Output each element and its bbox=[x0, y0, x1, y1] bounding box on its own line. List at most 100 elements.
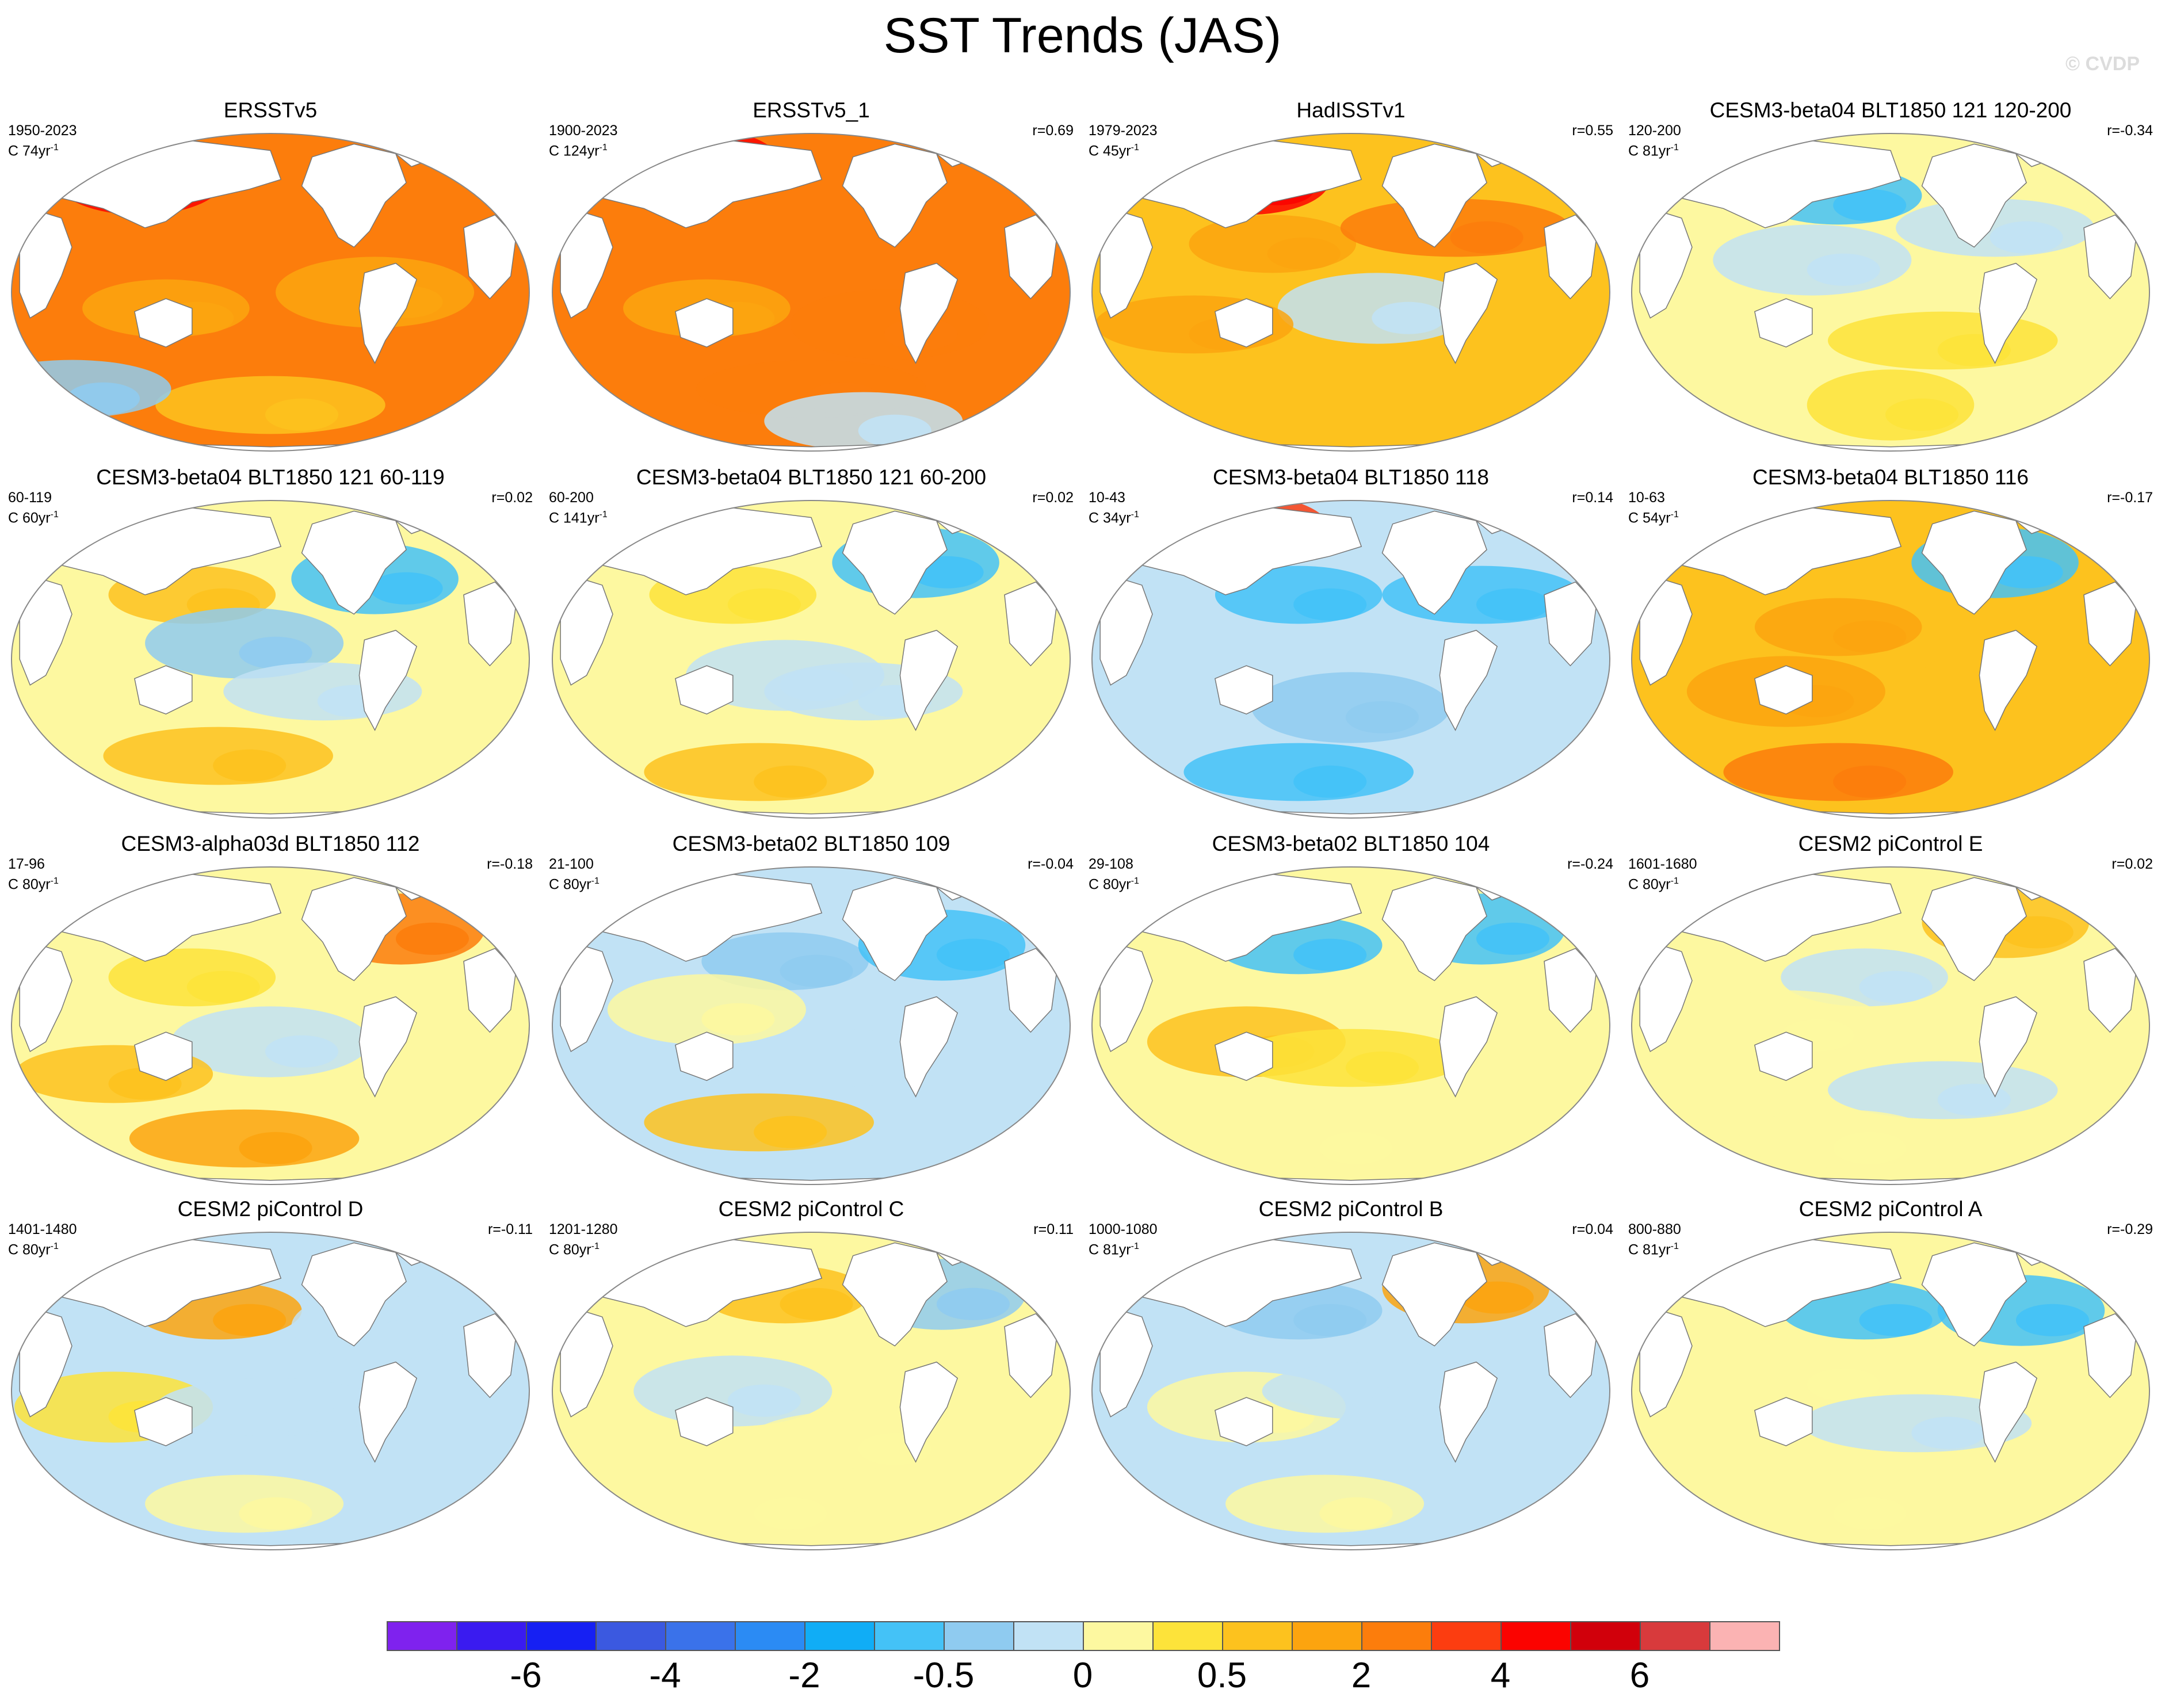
panel-length-text: C 74yr bbox=[8, 143, 51, 159]
land-africaEast bbox=[463, 1313, 517, 1399]
panel-title: CESM3-beta04 BLT1850 121 60-200 bbox=[636, 465, 987, 489]
panel-length-text: C 80yr bbox=[1089, 876, 1131, 893]
trend-anomaly-core bbox=[1807, 1368, 1880, 1401]
trend-anomaly-core bbox=[1885, 398, 1959, 431]
land-africaEast bbox=[1544, 214, 1597, 300]
land-southAmerica bbox=[1979, 996, 2038, 1098]
land-africaEast bbox=[1004, 581, 1057, 667]
trend-anomaly-core bbox=[936, 938, 1010, 971]
panel-length: C 80yr-1 bbox=[8, 1241, 59, 1258]
land-southAmerica bbox=[1439, 996, 1498, 1098]
trend-anomaly-core bbox=[780, 1287, 853, 1320]
land-australia bbox=[1215, 665, 1273, 715]
trend-anomaly bbox=[749, 1410, 979, 1469]
map-panel: CESM2 piControl D 1401-1480 C 80yr-1 r=-0.1… bbox=[0, 1197, 541, 1562]
trend-anomaly-core bbox=[727, 588, 801, 621]
land-northAmerica bbox=[1381, 510, 1487, 615]
map-outline bbox=[552, 1232, 1071, 1550]
colorbar-box bbox=[874, 1621, 945, 1651]
land-northAmerica bbox=[1921, 143, 2027, 248]
colorbar-box bbox=[526, 1621, 597, 1651]
trend-anomaly-core bbox=[754, 765, 827, 798]
land-africaEast bbox=[1544, 581, 1597, 667]
trend-anomaly-core bbox=[2000, 916, 2074, 949]
trend-anomaly-core bbox=[727, 1384, 801, 1417]
colorbar-tick-label: 2 bbox=[1351, 1656, 1372, 1695]
panel-correlation: r=0.69 bbox=[1032, 123, 1074, 139]
panel-years: 800-880 bbox=[1628, 1221, 1681, 1237]
sst-trend-map bbox=[11, 133, 530, 452]
trend-anomaly-core bbox=[2015, 1304, 2090, 1336]
sst-trend-map bbox=[1631, 133, 2150, 452]
trend-anomaly-core bbox=[1833, 1497, 1907, 1530]
panel-length: C 45yr-1 bbox=[1089, 143, 1139, 159]
land-southAmerica bbox=[1439, 629, 1498, 731]
land-africaEast bbox=[2083, 581, 2137, 667]
colorbar-box bbox=[1431, 1621, 1502, 1651]
panel-title: ERSSTv5_1 bbox=[753, 98, 870, 122]
panel-years: 29-108 bbox=[1089, 856, 1133, 872]
map-panel: CESM3-beta04 BLT1850 121 60-200 60-200 C 1… bbox=[541, 465, 1082, 831]
map-panel: CESM3-beta04 BLT1850 118 10-43 C 34yr-1 r=0… bbox=[1080, 465, 1621, 831]
map-outline bbox=[11, 133, 530, 452]
map-outline bbox=[1091, 500, 1610, 819]
trend-anomaly-core bbox=[265, 398, 339, 431]
map-panel: ERSSTv5 1950-2023 C 74yr-1 bbox=[0, 98, 541, 464]
panel-length: C 81yr-1 bbox=[1089, 1241, 1139, 1258]
colorbar-tick-label: 6 bbox=[1629, 1656, 1650, 1695]
panel-length: C 81yr-1 bbox=[1628, 143, 1679, 159]
colorbar-tick-label: 0 bbox=[1072, 1656, 1093, 1695]
land-northAmerica bbox=[842, 510, 948, 615]
panel-title: CESM2 piControl B bbox=[1258, 1197, 1444, 1221]
trend-anomaly-core bbox=[1293, 938, 1367, 971]
panel-title: ERSSTv5 bbox=[223, 98, 318, 122]
sst-trend-map bbox=[11, 866, 530, 1185]
trend-anomaly-core bbox=[754, 1497, 827, 1530]
sst-trend-map bbox=[1091, 500, 1610, 819]
panel-title: CESM2 piControl E bbox=[1798, 832, 1983, 855]
panel-length-text: C 80yr bbox=[8, 876, 51, 893]
panel-correlation: r=0.02 bbox=[1032, 490, 1074, 506]
colorbar-box bbox=[1152, 1621, 1223, 1651]
panel-length-text: C 124yr bbox=[549, 143, 600, 159]
land-africaEast bbox=[1004, 947, 1057, 1033]
panel-title: HadISSTv1 bbox=[1296, 98, 1406, 122]
colorbar-tick-label: 4 bbox=[1490, 1656, 1511, 1695]
colorbar-box bbox=[804, 1621, 875, 1651]
land-australia bbox=[134, 665, 193, 715]
colorbar-box bbox=[944, 1621, 1014, 1651]
colorbar-tick-label: 0.5 bbox=[1197, 1656, 1247, 1695]
trend-anomaly-core bbox=[1319, 1132, 1393, 1164]
land-africaEast bbox=[1544, 1313, 1597, 1399]
trend-anomaly bbox=[1828, 311, 2058, 370]
trend-anomaly-core bbox=[1807, 253, 1880, 286]
panel-correlation: r=0.14 bbox=[1572, 490, 1613, 506]
trend-anomaly bbox=[790, 289, 989, 360]
panel-length-text: C 54yr bbox=[1628, 510, 1671, 526]
trend-anomaly-core bbox=[1293, 588, 1367, 621]
trend-anomaly-core bbox=[1345, 701, 1419, 733]
panel-length: C 80yr-1 bbox=[1628, 876, 1679, 893]
panel-correlation: r=0.02 bbox=[2111, 856, 2153, 872]
panel-years: 1979-2023 bbox=[1089, 123, 1158, 139]
land-africaEast bbox=[463, 214, 517, 300]
land-southAmerica bbox=[1979, 1361, 2038, 1463]
colorbar-box bbox=[1570, 1621, 1641, 1651]
trend-anomaly-core bbox=[1345, 1051, 1419, 1084]
sst-trend-map bbox=[1091, 133, 1610, 452]
trend-anomaly-core bbox=[780, 954, 853, 987]
trend-anomaly-core bbox=[265, 1400, 339, 1433]
colorbar-box bbox=[1083, 1621, 1154, 1651]
figure-title: SST Trends (JAS) bbox=[883, 8, 1282, 63]
panel-correlation: r=0.55 bbox=[1572, 123, 1613, 139]
trend-anomaly-core bbox=[1372, 1384, 1445, 1417]
trend-anomaly-core bbox=[1990, 221, 2063, 254]
panel-title: CESM3-beta04 BLT1850 121 120-200 bbox=[1709, 98, 2072, 122]
panel-length: C 54yr-1 bbox=[1628, 510, 1679, 526]
panel-length: C 80yr-1 bbox=[549, 1241, 600, 1258]
land-australia bbox=[675, 1397, 734, 1447]
panel-title: CESM3-beta02 BLT1850 109 bbox=[672, 832, 950, 855]
land-africaEast bbox=[463, 947, 517, 1033]
map-panel: CESM3-beta04 BLT1850 121 60-119 60-119 C 6… bbox=[0, 465, 541, 831]
sst-trend-map bbox=[552, 1232, 1071, 1550]
